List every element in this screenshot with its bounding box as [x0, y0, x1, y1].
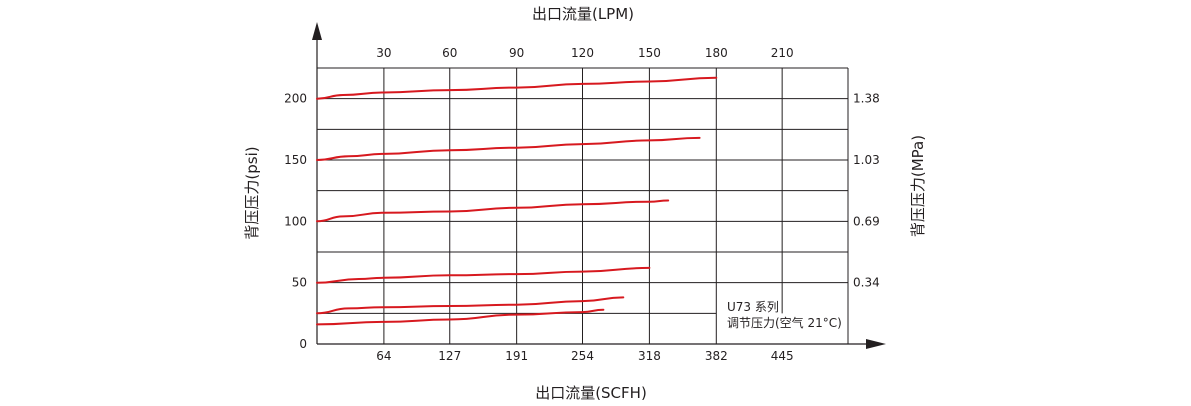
left-axis-title: 背压压力(psi) [243, 146, 261, 239]
bottom-tick-label: 318 [638, 349, 661, 363]
pressure-curve-1 [316, 76, 718, 100]
bottom-tick-label: 64 [376, 349, 391, 363]
pressure-curve-3 [316, 199, 670, 223]
top-tick-label: 180 [705, 46, 728, 60]
bottom-tick-label: 191 [505, 349, 528, 363]
pressure-curve-5 [316, 296, 625, 315]
tick-labels: 64 127 191 254 318 382 445 30 60 90 120 150 180 210 0 5… [284, 46, 880, 363]
note-series: U73 系列 [727, 300, 779, 314]
top-tick-label: 120 [571, 46, 594, 60]
note-conditions: 调节压力(空气 21°C) [727, 315, 842, 330]
right-axis-title: 背压压力(MPa) [909, 135, 927, 237]
pressure-curve-2 [316, 136, 701, 161]
pressure-curve-6 [316, 308, 605, 326]
left-tick-label: 50 [292, 276, 307, 290]
x-axis-arrow-icon [866, 339, 886, 349]
top-tick-label: 90 [509, 46, 524, 60]
right-tick-label: 0.34 [853, 276, 880, 290]
bottom-tick-label: 127 [438, 349, 461, 363]
left-tick-label: 150 [284, 153, 307, 167]
grid [317, 67, 849, 344]
top-axis-title: 出口流量(LPM) [532, 5, 634, 23]
right-tick-label: 1.03 [853, 153, 880, 167]
curves [316, 76, 718, 326]
right-tick-label: 0.69 [853, 214, 880, 228]
bottom-tick-label: 254 [571, 349, 594, 363]
left-tick-label: 100 [284, 214, 307, 228]
right-tick-label: 1.38 [853, 92, 880, 106]
top-tick-label: 30 [376, 46, 391, 60]
axis-lines [312, 22, 886, 349]
top-tick-label: 150 [638, 46, 661, 60]
bottom-axis-title: 出口流量(SCFH) [535, 384, 647, 402]
bottom-tick-label: 382 [705, 349, 728, 363]
left-tick-label: 200 [284, 92, 307, 106]
pressure-curve-4 [316, 266, 651, 284]
top-tick-label: 60 [442, 46, 457, 60]
y-axis-arrow-icon [312, 22, 322, 40]
bottom-tick-label: 445 [771, 349, 794, 363]
left-tick-label: 0 [299, 337, 307, 351]
top-tick-label: 210 [771, 46, 794, 60]
